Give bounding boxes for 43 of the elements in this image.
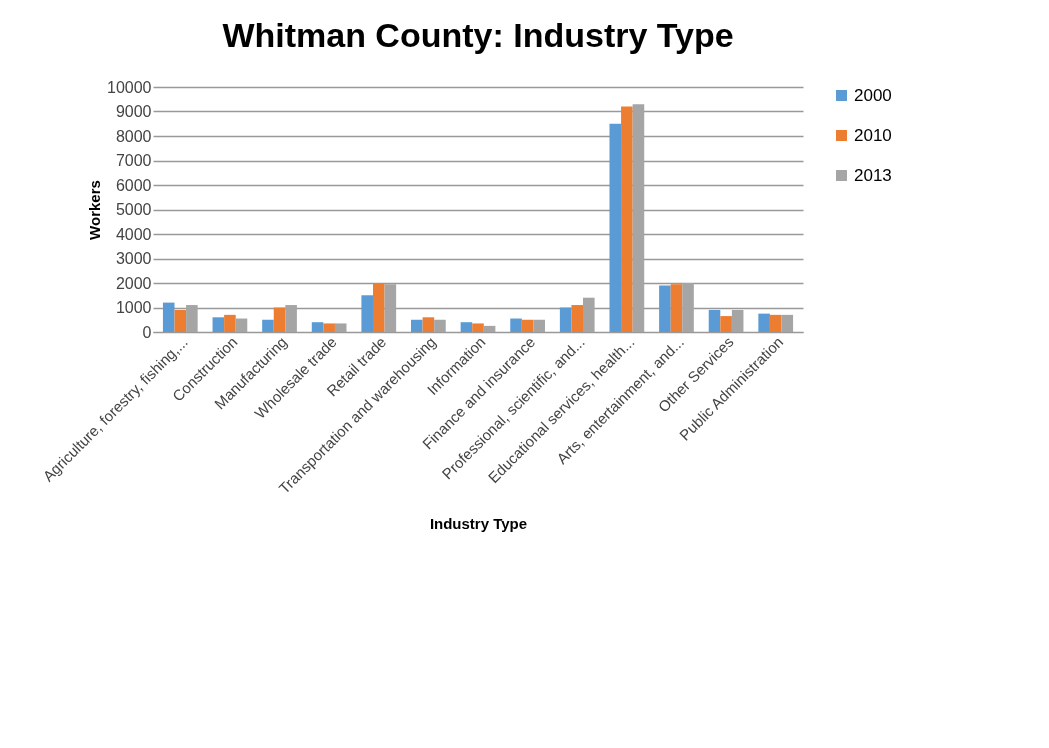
bar <box>571 305 584 332</box>
bar <box>262 319 274 332</box>
bar <box>670 284 683 332</box>
y-axis-title: Workers <box>86 180 104 240</box>
x-axis-title: Industry Type <box>429 514 528 532</box>
bar <box>224 314 236 332</box>
y-tick-label: 3000 <box>115 250 152 267</box>
bar <box>372 283 385 332</box>
y-tick-label: 4000 <box>115 225 152 243</box>
bar <box>311 322 324 332</box>
y-tick-label: 9000 <box>115 103 152 120</box>
bar <box>708 309 721 332</box>
y-tick-label: 2000 <box>115 274 152 292</box>
y-tick-label: 0 <box>142 323 152 341</box>
y-tick-label: 1000 <box>115 299 152 316</box>
y-tick-label: 7000 <box>115 152 152 169</box>
legend-label: 2013 <box>854 165 892 185</box>
bar <box>411 319 423 332</box>
bar <box>521 319 534 332</box>
bar <box>758 313 770 332</box>
bar <box>609 123 622 332</box>
y-tick-label: 8000 <box>115 127 152 145</box>
bar <box>323 323 335 332</box>
bar <box>422 317 435 332</box>
bar <box>162 302 175 332</box>
legend-label: 2010 <box>854 125 892 145</box>
bar <box>212 317 225 332</box>
bar <box>510 318 522 332</box>
bar <box>559 307 572 332</box>
chart-title: Whitman County: Industry Type <box>222 16 734 54</box>
bar <box>361 295 373 332</box>
y-tick-label: 10000 <box>107 78 152 96</box>
y-tick-label: 5000 <box>115 201 152 218</box>
legend-label: 2000 <box>854 85 892 105</box>
bar <box>621 106 633 332</box>
bar <box>273 307 286 332</box>
y-tick-label: 6000 <box>115 176 152 194</box>
bar <box>460 322 473 332</box>
bar <box>174 309 187 332</box>
bar <box>659 285 671 332</box>
bar <box>472 323 484 332</box>
bar <box>720 316 732 332</box>
bar <box>769 314 782 332</box>
